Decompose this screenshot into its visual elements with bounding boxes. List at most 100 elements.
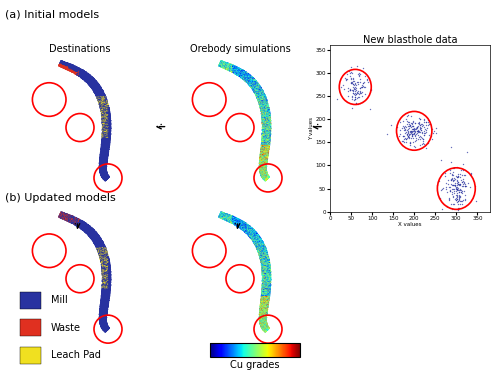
Point	[100, 302, 108, 308]
Point	[261, 100, 269, 106]
Point	[62, 212, 70, 218]
Point	[258, 262, 266, 268]
Point	[99, 317, 107, 323]
Point	[264, 135, 272, 141]
Point	[260, 154, 268, 160]
Point	[262, 129, 270, 135]
Point	[97, 91, 105, 97]
Point	[240, 228, 248, 234]
Point	[245, 74, 253, 80]
Point	[97, 320, 105, 326]
Point	[98, 171, 106, 177]
Point	[99, 121, 107, 127]
Point	[80, 225, 88, 231]
Point	[262, 169, 270, 175]
Point	[263, 172, 271, 178]
Point	[346, 87, 354, 93]
Point	[261, 146, 269, 152]
Point	[262, 171, 270, 177]
Point	[254, 91, 262, 97]
Point	[236, 72, 244, 78]
Point	[100, 326, 108, 332]
Point	[99, 116, 107, 122]
Point	[100, 269, 108, 275]
Point	[266, 258, 274, 264]
Point	[102, 289, 110, 295]
Point	[103, 135, 111, 141]
Point	[99, 144, 107, 150]
Point	[82, 76, 90, 82]
Point	[101, 175, 109, 181]
Point	[262, 317, 270, 323]
Point	[258, 242, 266, 248]
Point	[258, 163, 266, 169]
Point	[98, 260, 106, 266]
Point	[258, 167, 266, 173]
Point	[260, 153, 268, 159]
Point	[100, 293, 108, 299]
Point	[89, 234, 97, 240]
Point	[250, 82, 258, 88]
Point	[101, 314, 109, 320]
Point	[102, 99, 110, 105]
Point	[98, 143, 106, 149]
Point	[252, 234, 260, 240]
Point	[100, 310, 108, 316]
Point	[224, 215, 232, 221]
Point	[262, 257, 270, 263]
Point	[80, 221, 88, 227]
Point	[234, 72, 242, 78]
Point	[261, 325, 269, 331]
Point	[259, 301, 267, 307]
Point	[232, 65, 239, 71]
Point	[260, 170, 268, 176]
Point	[257, 320, 265, 326]
Point	[220, 216, 228, 222]
Point	[228, 62, 235, 68]
Point	[100, 128, 108, 134]
Point	[96, 96, 104, 102]
Point	[97, 239, 105, 245]
Point	[64, 216, 72, 222]
Point	[106, 124, 114, 130]
Point	[261, 100, 269, 106]
Point	[257, 160, 265, 166]
Point	[239, 226, 247, 232]
Point	[98, 170, 106, 177]
Point	[216, 214, 224, 220]
Point	[242, 226, 250, 232]
Point	[102, 149, 110, 155]
Point	[106, 267, 114, 273]
Point	[98, 141, 106, 147]
Point	[101, 121, 109, 127]
Point	[102, 161, 110, 167]
Point	[404, 132, 412, 138]
Point	[262, 326, 270, 332]
Point	[258, 254, 266, 260]
Point	[256, 304, 264, 310]
Point	[79, 221, 87, 227]
Point	[452, 186, 460, 192]
Point	[106, 135, 114, 141]
Point	[263, 144, 271, 150]
Point	[242, 79, 250, 85]
Point	[262, 122, 270, 128]
Point	[224, 216, 232, 222]
Point	[262, 146, 270, 152]
Point	[256, 308, 264, 314]
Point	[101, 294, 109, 300]
Point	[260, 168, 268, 174]
Point	[98, 169, 106, 175]
Point	[262, 313, 270, 319]
Point	[261, 167, 269, 174]
Point	[265, 283, 273, 289]
Point	[258, 161, 266, 167]
Point	[258, 99, 266, 105]
Point	[98, 260, 106, 266]
Point	[80, 226, 88, 232]
Point	[260, 134, 268, 140]
Point	[104, 110, 112, 116]
Point	[261, 128, 269, 134]
Point	[96, 165, 104, 171]
Point	[104, 146, 112, 152]
